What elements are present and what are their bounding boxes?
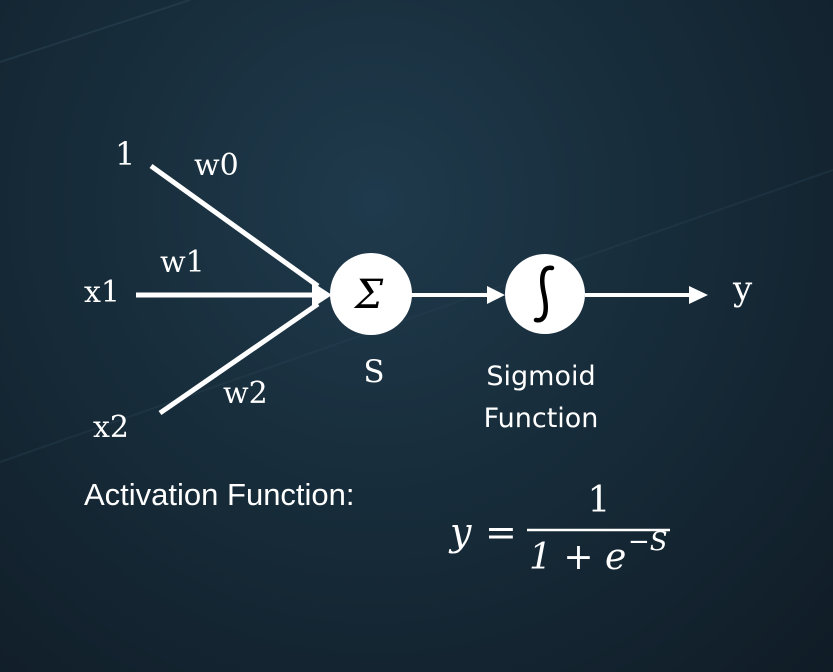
sigmoid-label-line2: Function [484, 403, 599, 434]
weight-label-w0: w0 [194, 148, 239, 183]
background-streak [0, 169, 833, 463]
weight-label-w1: w1 [160, 245, 205, 280]
input-label-1: 1 [115, 135, 135, 173]
input-label-x2: x2 [93, 410, 129, 445]
formula-equals: = [485, 510, 517, 554]
formula-lhs: y [448, 510, 472, 554]
formula-numerator: 1 [588, 480, 611, 521]
output-label-y: y [732, 269, 753, 309]
sigma-icon: Σ [353, 272, 384, 318]
weight-label-w2: w2 [223, 376, 268, 411]
sigmoid-label-line1: Sigmoid [486, 361, 595, 392]
input-label-x1: x1 [84, 275, 120, 310]
integral-icon [533, 265, 555, 323]
formula-denominator-base: 1 + e [529, 537, 626, 578]
arrowhead-into-sum [312, 282, 332, 308]
edge-input-1 [149, 163, 320, 289]
edge-input-x2 [158, 301, 320, 416]
formula-denominator-exponent: −S [628, 527, 668, 557]
arrowhead-output [689, 286, 708, 304]
summation-node [330, 253, 412, 335]
background-streak [0, 0, 191, 63]
arrowhead-into-sigmoid [487, 286, 505, 304]
summation-label: S [363, 354, 384, 390]
activation-function-label: Activation Function: [84, 477, 355, 512]
